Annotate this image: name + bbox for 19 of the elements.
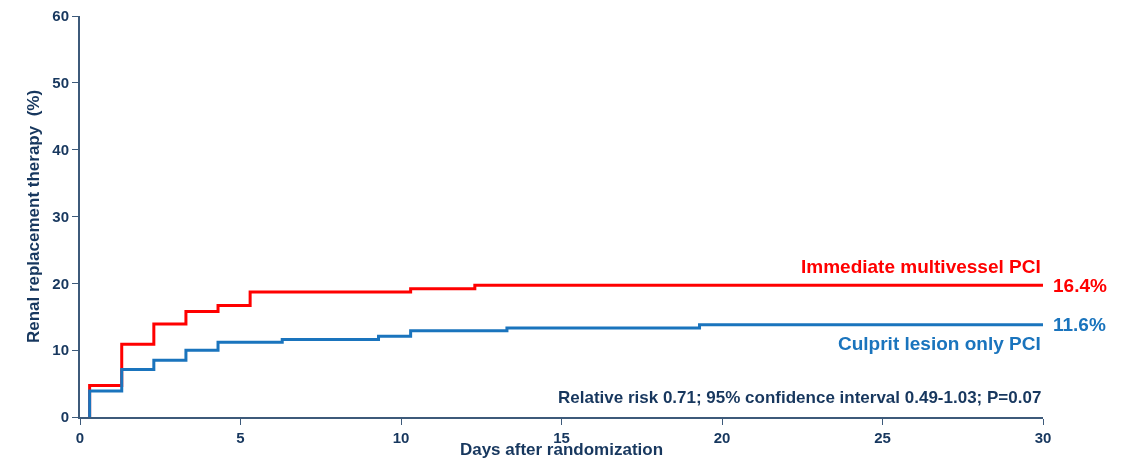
y-tick-label: 60 <box>52 7 69 25</box>
y-tick-label: 30 <box>52 207 69 225</box>
x-tick-label: 10 <box>392 429 410 446</box>
x-tick-label: 5 <box>236 429 245 446</box>
y-tick-label: 20 <box>52 274 69 292</box>
annotation: 11.6% <box>1053 314 1106 335</box>
x-tick-label: 0 <box>75 429 85 446</box>
x-tick-label: 30 <box>1034 429 1052 446</box>
annotation: Relative risk 0.71; 95% confidence interval 0.49-1.03; P=0.07 <box>558 388 1042 407</box>
series-label: Culprit lesion only PCI <box>838 333 1041 354</box>
x-tick-label: 20 <box>713 429 731 446</box>
x-tick-label: 25 <box>874 429 891 446</box>
y-tick-label: 0 <box>60 408 69 426</box>
y-tick-label: 40 <box>52 140 69 158</box>
y-axis-title: Renal replacement therapy (%) <box>24 89 44 344</box>
series-label: Immediate multivessel PCI <box>801 256 1041 277</box>
y-tick-label: 50 <box>52 74 69 92</box>
y-tick-label: 10 <box>52 341 69 359</box>
annotation: 16.4% <box>1053 275 1107 296</box>
